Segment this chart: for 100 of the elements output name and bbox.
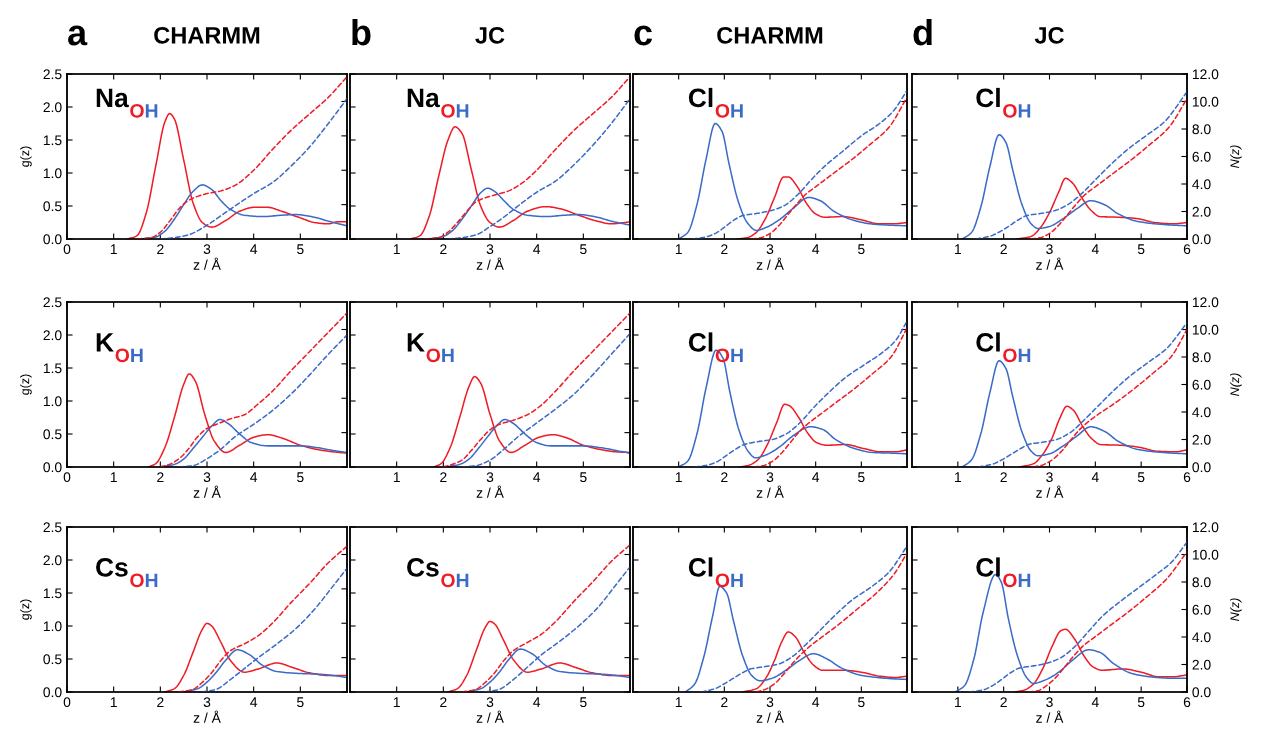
y-axis-title: g(z) (20, 374, 32, 395)
x-axis-title: z / Å (1036, 485, 1064, 498)
y-tick-label: 2.0 (43, 102, 62, 113)
text: d (913, 18, 932, 46)
x-axis-title: z / Å (756, 257, 784, 270)
x-tick-label: 5 (580, 472, 587, 483)
x-tick-label: 2 (440, 697, 447, 707)
x-tick-label: 3 (486, 244, 494, 255)
x-tick-label: 1 (955, 472, 962, 482)
annotation: ClOH (976, 557, 1031, 588)
chart-title: JC (475, 26, 505, 44)
x-tick-label: 5 (580, 697, 587, 708)
x-tick-label: 4 (533, 244, 541, 254)
x-tick-label: 3 (1046, 697, 1053, 708)
x-tick-label: 4 (812, 244, 820, 254)
x-tick-label: 5 (1137, 244, 1145, 255)
x-tick-label: 0 (63, 697, 71, 708)
chart-title: JC (1034, 26, 1064, 44)
x-tick-label: 1 (955, 697, 962, 707)
x-axis-title: z / Å (1036, 710, 1064, 723)
y2-tick-label: 10.0 (1192, 324, 1219, 335)
y2-tick-label: 10.0 (1192, 96, 1219, 107)
y-tick-label: 1.5 (43, 135, 62, 146)
annotation: KOH (407, 333, 454, 363)
x-tick-label: 1 (393, 244, 400, 254)
x-tick-label: 6 (1183, 697, 1191, 708)
y-tick-label: 0.0 (43, 234, 62, 245)
x-tick-label: 3 (766, 697, 774, 708)
annotation: NaOH (96, 88, 158, 118)
x-tick-label: 1 (955, 244, 962, 254)
annotation: KOH (96, 333, 143, 363)
y2-tick-label: 8.0 (1192, 352, 1211, 363)
y2-tick-label: 0.0 (1192, 234, 1211, 245)
y-axis-title: g(z) (20, 146, 32, 167)
x-tick-label: 5 (858, 472, 865, 483)
x-tick-label: 6 (1183, 244, 1191, 255)
x-tick-label: 4 (812, 697, 820, 707)
x-axis-title: z / Å (756, 710, 784, 723)
x-tick-label: 5 (297, 244, 304, 255)
x-tick-label: 1 (675, 244, 682, 254)
y2-axis-title: N(z) (1230, 598, 1242, 621)
y2-axis-title: N(z) (1230, 145, 1242, 168)
y-tick-label: 0.0 (43, 462, 62, 473)
x-tick-label: 2 (157, 472, 164, 482)
y-tick-label: 2.0 (43, 330, 62, 341)
y2-tick-label: 12.0 (1192, 69, 1219, 80)
y-tick-label: 1.5 (43, 588, 62, 599)
annotation: CsOH (407, 558, 469, 588)
y-tick-label: 0.0 (43, 687, 62, 698)
x-tick-label: 2 (157, 244, 164, 254)
y2-axis-title: N(z) (1230, 373, 1242, 396)
x-tick-label: 2 (440, 244, 447, 254)
x-tick-label: 2 (440, 472, 447, 482)
x-tick-label: 0 (63, 472, 71, 483)
x-tick-label: 3 (203, 697, 211, 708)
x-tick-label: 2 (721, 697, 728, 707)
x-tick-label: 0 (63, 244, 71, 255)
x-tick-label: 3 (203, 244, 211, 255)
annotation: ClOH (688, 557, 743, 588)
y2-tick-label: 4.0 (1192, 179, 1211, 190)
x-tick-label: 4 (533, 472, 541, 482)
x-tick-label: 2 (157, 697, 164, 707)
x-tick-label: 5 (858, 244, 865, 255)
text: c (634, 25, 653, 46)
x-tick-label: 1 (675, 472, 682, 482)
y-tick-label: 1.0 (43, 396, 62, 407)
text: a (68, 25, 88, 46)
x-tick-label: 2 (1000, 697, 1007, 707)
y-tick-label: 0.5 (43, 429, 62, 440)
x-tick-label: 3 (766, 244, 774, 255)
x-tick-label: 2 (721, 472, 728, 482)
y2-tick-label: 6.0 (1192, 379, 1211, 390)
chart-title: CHARMM (717, 26, 823, 44)
x-tick-label: 5 (1137, 472, 1145, 483)
x-tick-label: 5 (580, 244, 587, 255)
x-tick-label: 4 (533, 697, 541, 707)
x-tick-label: 1 (110, 244, 117, 254)
y-tick-label: 2.5 (43, 69, 62, 80)
y2-tick-label: 4.0 (1192, 632, 1211, 643)
x-tick-label: 4 (250, 697, 258, 707)
x-tick-label: 3 (486, 472, 494, 483)
y-axis-title: g(z) (20, 599, 32, 620)
annotation: ClOH (688, 87, 743, 118)
y2-tick-label: 8.0 (1192, 577, 1211, 588)
x-tick-label: 4 (250, 472, 258, 482)
y2-tick-label: 12.0 (1192, 297, 1219, 308)
x-axis-title: z / Å (193, 257, 221, 270)
chart-title: CHARMM (154, 26, 260, 44)
x-axis-title: z / Å (1036, 257, 1064, 270)
y2-tick-label: 12.0 (1192, 522, 1219, 533)
x-axis-title: z / Å (193, 485, 221, 498)
annotation: ClOH (976, 332, 1031, 363)
x-tick-label: 2 (721, 244, 728, 254)
x-tick-label: 3 (1046, 472, 1053, 483)
x-tick-label: 2 (1000, 472, 1007, 482)
x-axis-title: z / Å (476, 257, 504, 270)
y2-tick-label: 6.0 (1192, 604, 1211, 615)
x-tick-label: 1 (393, 697, 400, 707)
x-tick-label: 5 (858, 697, 865, 708)
y2-tick-label: 4.0 (1192, 407, 1211, 418)
